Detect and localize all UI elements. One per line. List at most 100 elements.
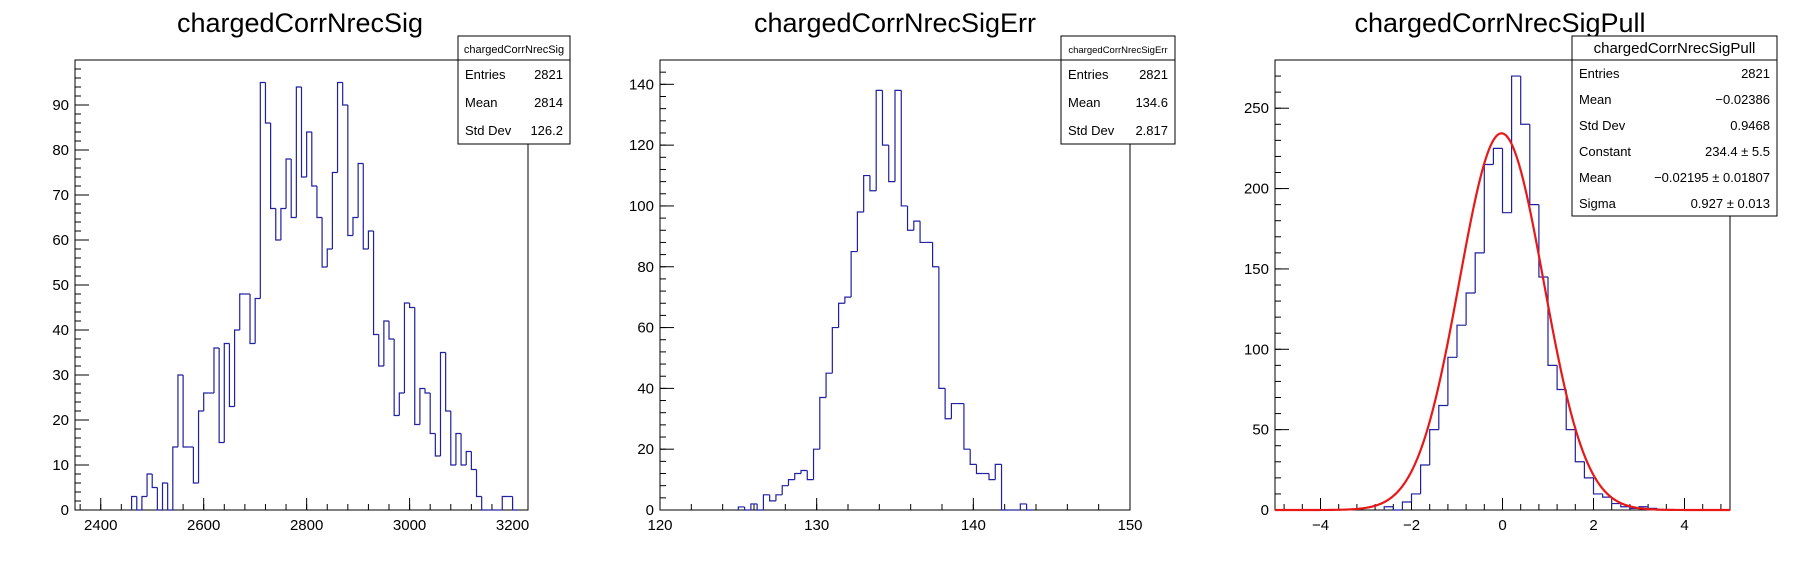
y-tick-label: 60: [52, 232, 69, 249]
histogram-bin: [213, 347, 220, 393]
x-tick-label: 140: [961, 517, 986, 534]
histogram-bin: [756, 503, 764, 511]
histogram-bin: [331, 171, 338, 249]
histogram-bin: [844, 296, 852, 304]
histogram-bin: [1520, 76, 1530, 125]
histogram-bin: [321, 217, 328, 268]
histogram-bin: [311, 132, 317, 187]
stats-box-frame: [1571, 35, 1778, 217]
histogram-bin: [409, 303, 415, 309]
histogram-bin: [881, 90, 889, 146]
x-tick-label: −4: [1312, 517, 1329, 534]
stats-value: −0.02386: [1715, 92, 1770, 107]
stats-box: chargedCorrNrecSig Entries 2821 Mean 2814 Std…: [457, 35, 571, 145]
histogram-bin: [950, 402, 958, 419]
histogram-bin: [831, 326, 839, 374]
histogram-bin: [1465, 292, 1476, 326]
stats-box: chargedCorrNrecSigErr Entries 2821 Mean 134.…: [1060, 35, 1176, 145]
histogram-bin: [419, 387, 426, 425]
histogram-bin: [825, 372, 833, 398]
histogram-bin: [264, 82, 271, 124]
histogram-bin: [1410, 493, 1421, 502]
y-tick-label: 40: [52, 322, 69, 339]
histogram-bin: [1447, 356, 1457, 406]
histogram-bin: [1420, 464, 1430, 494]
histogram-bin: [838, 302, 845, 328]
histogram-bin: [470, 451, 477, 471]
histogram-bin: [218, 348, 225, 444]
histogram-bin: [434, 433, 441, 457]
y-tick-label: 0: [646, 502, 654, 519]
chart-title: chargedCorrNrecSigPull: [1354, 8, 1645, 38]
x-tick-label: −2: [1403, 517, 1420, 534]
histogram-bin: [869, 175, 877, 192]
histogram-bin: [894, 89, 902, 182]
stats-value: 2.817: [1135, 123, 1168, 138]
y-tick-label: 0: [61, 502, 69, 519]
histogram-bin: [465, 450, 472, 465]
histogram-bin: [938, 266, 946, 389]
histogram-bin: [1547, 276, 1558, 366]
histogram-bin: [239, 293, 245, 330]
histogram-bin: [1501, 148, 1512, 214]
plot-frame: [659, 59, 1131, 511]
histogram-bin: [141, 495, 148, 510]
histogram-bin: [357, 162, 364, 218]
histogram-bin: [1592, 477, 1603, 495]
histogram-bin: [863, 174, 870, 213]
histogram-bin: [1026, 503, 1033, 511]
histogram-bin: [254, 297, 261, 344]
y-tick-label: 50: [1252, 422, 1269, 439]
stats-box-title: chargedCorrNrecSigPull: [1594, 40, 1756, 57]
histogram-bin: [769, 494, 776, 502]
stats-label: Entries: [465, 67, 506, 82]
histogram-bin: [1456, 324, 1467, 358]
x-tick-label: 0: [1498, 517, 1506, 534]
stats-label: Entries: [1579, 66, 1620, 81]
histogram-bin: [1492, 147, 1503, 165]
histogram-bin: [352, 216, 359, 236]
stats-value: 0.9468: [1730, 118, 1770, 133]
histogram-bin: [192, 447, 199, 484]
y-tick-label: 30: [52, 367, 69, 384]
histogram-bin: [228, 343, 235, 408]
y-tick-label: 80: [637, 259, 654, 276]
histogram-bin: [812, 448, 820, 480]
chart-title: chargedCorrNrecSigErr: [754, 8, 1036, 38]
y-tick-label: 140: [629, 76, 654, 93]
histogram-bin: [888, 145, 895, 183]
histogram-bin: [372, 231, 379, 336]
histogram-bin: [270, 123, 276, 210]
histogram-bin: [131, 495, 137, 510]
histogram-bin: [249, 294, 256, 345]
histogram-bin: [151, 474, 158, 489]
stats-box-frame: [1060, 35, 1176, 145]
histogram-bin: [455, 432, 462, 465]
stats-value: 2814: [534, 95, 563, 110]
histogram-bin: [994, 463, 1002, 480]
histogram-bin: [1574, 429, 1585, 463]
stats-label: Mean: [1068, 95, 1101, 110]
histogram-bin: [1602, 493, 1612, 498]
histogram-bin: [1019, 503, 1027, 510]
x-tick-label: 130: [804, 517, 829, 534]
histogram-bin: [439, 351, 446, 456]
histogram-bin: [856, 211, 864, 252]
histogram-bin: [429, 393, 436, 435]
histogram-bin: [969, 449, 977, 465]
x-tick-label: 2600: [187, 517, 220, 534]
stats-label: Std Dev: [465, 123, 512, 138]
histogram-bin: [367, 230, 374, 249]
histogram-bin: [800, 469, 808, 474]
histogram-bin: [737, 506, 745, 510]
histogram-bin: [475, 469, 482, 498]
histogram-bin: [388, 321, 395, 340]
histogram-bin: [787, 478, 795, 486]
histogram-bin: [919, 221, 927, 244]
histogram-bin: [1565, 389, 1576, 431]
stats-box-title: chargedCorrNrecSigErr: [1068, 45, 1167, 56]
y-tick-label: 100: [629, 198, 654, 215]
y-tick-label: 40: [637, 380, 654, 397]
stats-value: 2821: [534, 67, 563, 82]
